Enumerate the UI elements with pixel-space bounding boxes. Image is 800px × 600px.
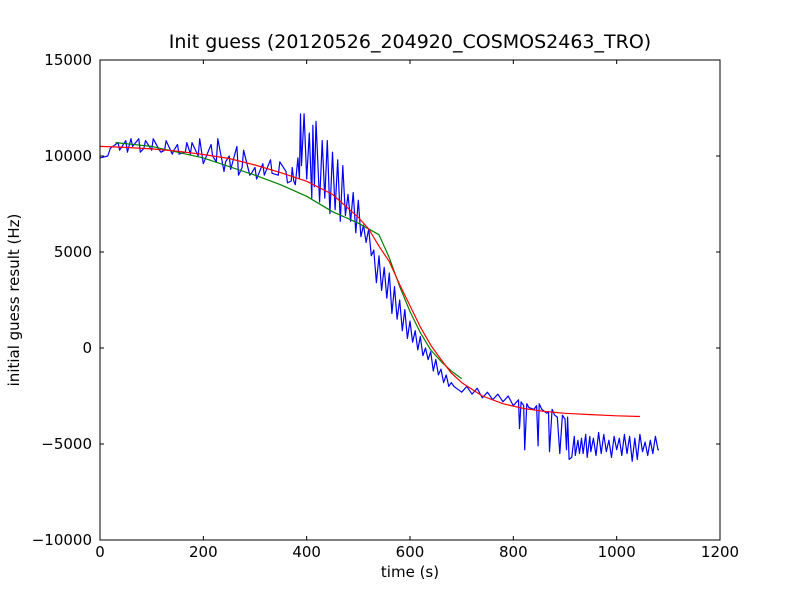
series-line-2	[99, 145, 640, 418]
y-tick-label: 10000	[44, 147, 92, 165]
series-layer	[99, 113, 659, 462]
y-tick-label: 5000	[54, 243, 92, 261]
x-tick-label: 400	[292, 543, 321, 561]
x-tick-label: 200	[189, 543, 218, 561]
series-line-0	[99, 113, 659, 462]
x-tick-label: 1000	[598, 543, 636, 561]
x-tick-label: 600	[396, 543, 425, 561]
series-line-1	[115, 142, 463, 380]
x-axis-label: time (s)	[381, 563, 439, 581]
y-tick-label: 15000	[44, 51, 92, 69]
y-tick-label: 0	[82, 339, 92, 357]
tick-layer: 0 200 400 600 800 1000 1200 −10000 −5000 0 5000 100…	[32, 51, 739, 561]
y-tick-label: −10000	[32, 531, 92, 549]
chart-title: Init guess (20120526_204920_COSMOS2463_T…	[169, 31, 651, 53]
x-tick-label: 1200	[701, 543, 739, 561]
y-tick-label: −5000	[41, 435, 92, 453]
x-tick-label: 800	[499, 543, 528, 561]
y-axis-label: initial guess result (Hz)	[5, 214, 23, 387]
x-tick-label: 0	[95, 543, 105, 561]
